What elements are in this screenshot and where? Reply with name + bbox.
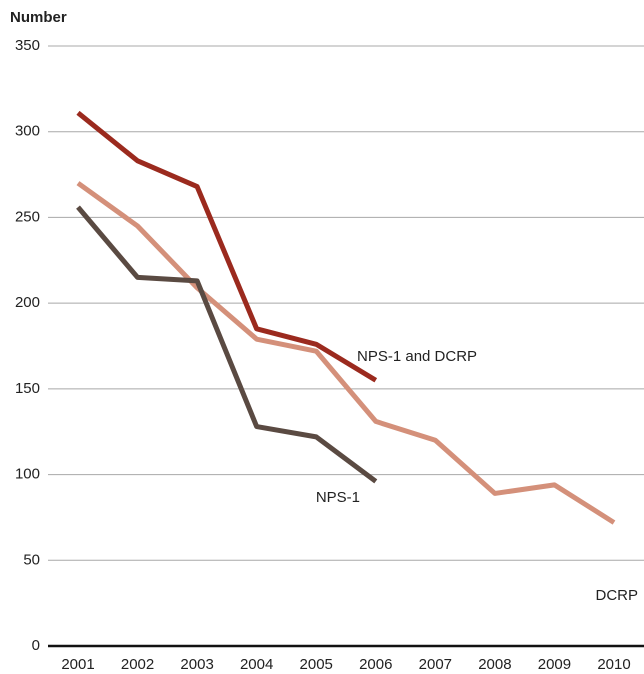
x-tick-label: 2001 — [61, 656, 94, 673]
y-tick-label: 300 — [15, 123, 40, 140]
y-tick-label: 100 — [15, 466, 40, 483]
y-tick-label: 0 — [32, 637, 40, 654]
x-tick-label: 2003 — [180, 656, 213, 673]
y-axis-label: Number — [10, 9, 67, 26]
series-line — [76, 205, 378, 484]
y-tick-label: 350 — [15, 37, 40, 54]
x-tick-label: 2005 — [300, 656, 333, 673]
x-tick-label: 2008 — [478, 656, 511, 673]
x-tick-label: 2006 — [359, 656, 392, 673]
series-label: NPS-1 — [316, 489, 360, 506]
x-tick-label: 2007 — [419, 656, 452, 673]
x-tick-label: 2009 — [538, 656, 571, 673]
y-tick-label: 50 — [23, 551, 40, 568]
x-tick-label: 2010 — [597, 656, 630, 673]
y-tick-label: 250 — [15, 208, 40, 225]
x-tick-label: 2004 — [240, 656, 273, 673]
series-label: NPS-1 and DCRP — [357, 348, 477, 365]
y-tick-label: 150 — [15, 380, 40, 397]
series-line — [76, 110, 378, 383]
series-line — [76, 181, 616, 525]
y-tick-label: 200 — [15, 294, 40, 311]
x-tick-label: 2002 — [121, 656, 154, 673]
series-label: DCRP — [595, 587, 638, 604]
